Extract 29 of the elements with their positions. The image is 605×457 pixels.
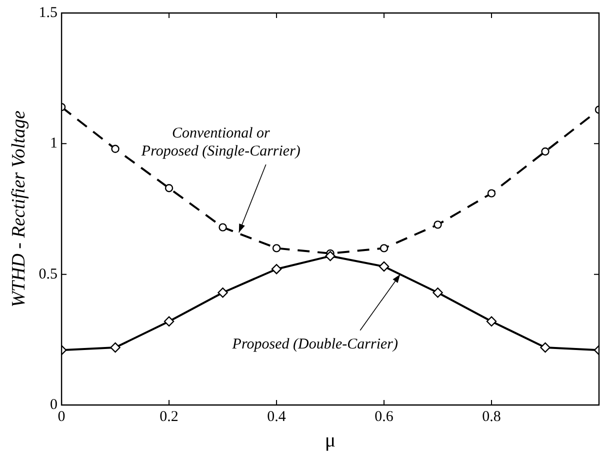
- point: [432, 288, 443, 298]
- y-tick-label: 0.5: [38, 266, 58, 282]
- point: [380, 244, 388, 252]
- y-tick-label: 1: [50, 136, 58, 152]
- point: [434, 220, 442, 229]
- point: [164, 184, 174, 192]
- point: [218, 288, 228, 298]
- y-tick-label: 1.5: [38, 4, 58, 21]
- y-tick-label: 0: [50, 396, 58, 413]
- point: [378, 261, 390, 272]
- x-tick-label: 0.8: [482, 408, 501, 425]
- point: [218, 223, 227, 232]
- point: [272, 244, 281, 252]
- point: [164, 316, 174, 326]
- x-axis-title: μ: [324, 429, 336, 452]
- point: [540, 342, 550, 353]
- x-tick-label: 0.2: [160, 408, 178, 425]
- x-tick-label: 0.6: [374, 408, 394, 425]
- point: [110, 342, 120, 353]
- point: [541, 147, 550, 156]
- point: [325, 250, 336, 262]
- y-axis-title: WTHD - Rectifier Voltage: [8, 110, 30, 308]
- x-tick-label: 0.4: [267, 408, 286, 425]
- annotation: Conventional or Proposed (Single-Carrier): [140, 125, 300, 160]
- point: [271, 264, 282, 274]
- point: [111, 144, 120, 153]
- point: [487, 189, 496, 198]
- annotation: Proposed (Double-Carrier): [231, 336, 398, 352]
- point: [486, 316, 497, 326]
